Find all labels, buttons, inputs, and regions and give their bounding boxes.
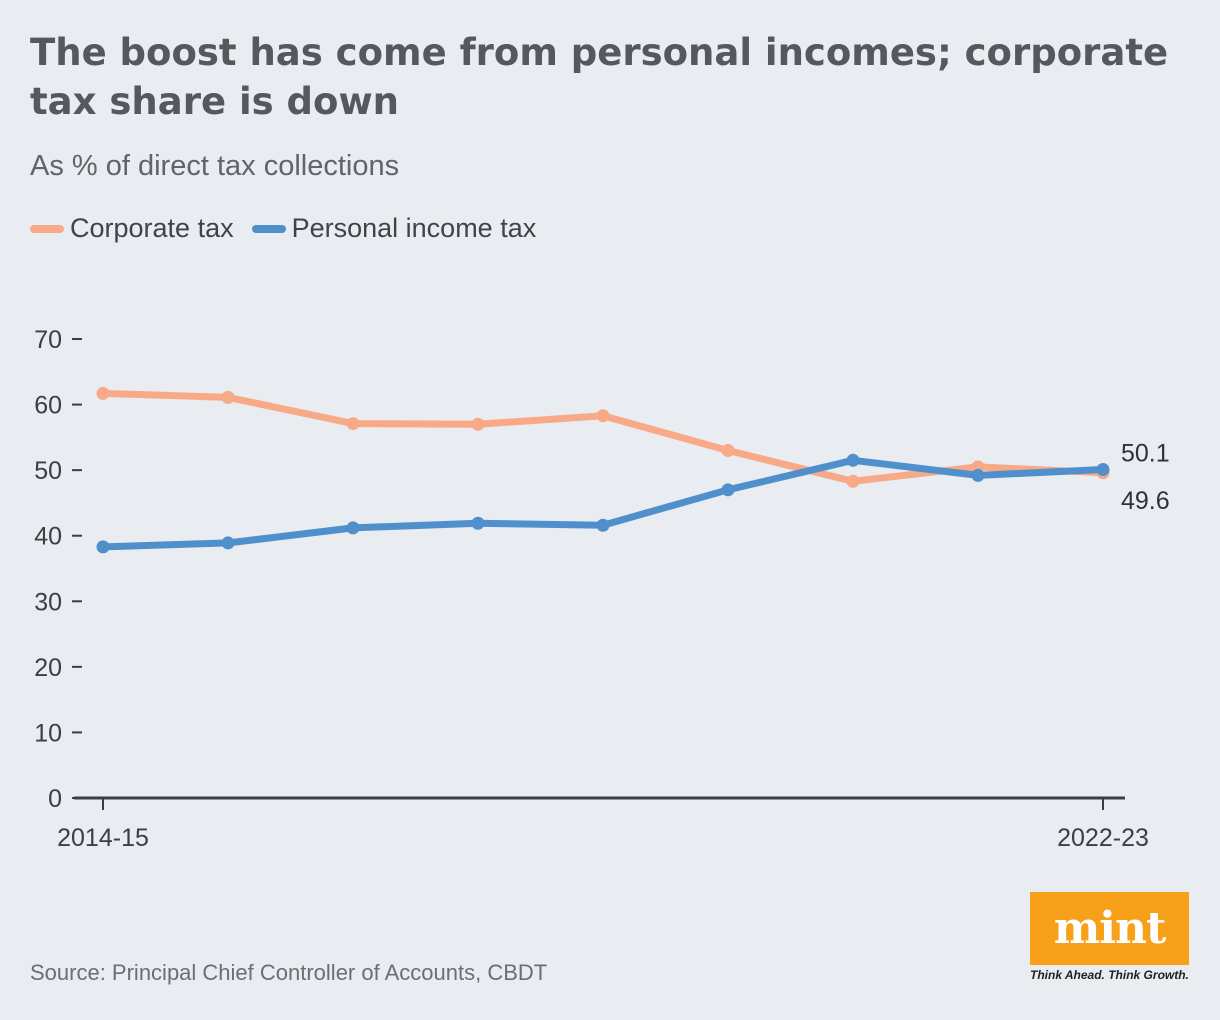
legend-label-corporate-tax: Corporate tax	[70, 213, 234, 243]
chart-subtitle: As % of direct tax collections	[30, 150, 400, 182]
legend-swatch-corporate-tax	[30, 224, 64, 233]
logo-wordmark: mint	[1053, 903, 1167, 954]
legend-item-personal-income-tax: Personal income tax	[251, 213, 537, 244]
data-point-personal-income-tax	[346, 521, 360, 535]
data-point-personal-income-tax	[1096, 462, 1110, 476]
data-point-corporate-tax	[471, 417, 485, 431]
logo-tagline: Think Ahead. Think Growth.	[1030, 968, 1189, 982]
data-point-corporate-tax	[346, 417, 360, 431]
y-tick-label: 10	[34, 719, 62, 747]
data-label-corporate-tax: 49.6	[1121, 487, 1170, 515]
data-point-personal-income-tax	[721, 483, 735, 497]
data-point-corporate-tax	[96, 386, 110, 400]
y-tick-label: 0	[48, 785, 62, 813]
chart-legend: Corporate tax Personal income tax	[30, 213, 554, 244]
mint-logo: mint	[1030, 892, 1189, 965]
data-point-corporate-tax	[846, 474, 860, 488]
data-point-personal-income-tax	[971, 468, 985, 482]
y-tick-label: 70	[34, 326, 62, 354]
data-point-personal-income-tax	[96, 540, 110, 554]
x-tick-label: 2014-15	[57, 824, 149, 852]
source-note: Source: Principal Chief Controller of Ac…	[30, 960, 548, 985]
y-tick-label: 50	[34, 457, 62, 485]
y-tick-label: 30	[34, 588, 62, 616]
data-point-corporate-tax	[596, 409, 610, 423]
data-label-personal-income-tax: 50.1	[1121, 439, 1170, 467]
y-tick-label: 20	[34, 654, 62, 682]
series-line-personal-income-tax	[99, 456, 1107, 551]
legend-swatch-personal-income-tax	[251, 224, 286, 233]
data-point-personal-income-tax	[846, 453, 860, 467]
y-tick-label: 40	[34, 523, 62, 551]
data-point-corporate-tax	[721, 443, 735, 457]
y-tick-label: 60	[34, 392, 62, 420]
data-point-personal-income-tax	[596, 518, 610, 532]
chart-title: The boost has come from personal incomes…	[30, 31, 1169, 123]
series-line-corporate-tax	[99, 389, 1107, 485]
data-point-corporate-tax	[221, 390, 235, 404]
data-point-personal-income-tax	[471, 516, 485, 530]
data-point-personal-income-tax	[221, 536, 235, 550]
legend-label-personal-income-tax: Personal income tax	[291, 213, 537, 243]
legend-item-corporate-tax: Corporate tax	[30, 213, 234, 244]
x-tick-label: 2022-23	[1057, 824, 1149, 852]
